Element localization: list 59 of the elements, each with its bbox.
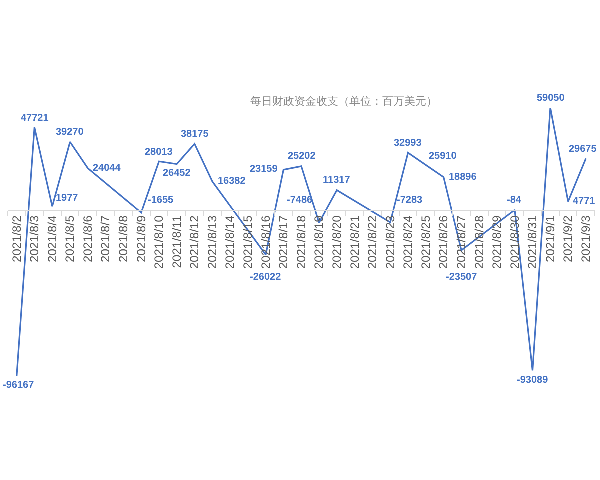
x-tick-label: 2021/8/24 bbox=[401, 215, 416, 270]
x-tick-label: 2021/8/14 bbox=[223, 215, 238, 270]
x-tick-label: 2021/8/16 bbox=[258, 215, 273, 270]
x-tick-label: 2021/9/1 bbox=[543, 215, 558, 262]
data-label: 1977 bbox=[56, 193, 79, 204]
data-label: 38175 bbox=[181, 129, 210, 140]
x-tick-label: 2021/8/6 bbox=[80, 215, 95, 262]
data-label: -7486 bbox=[287, 195, 314, 206]
x-tick-label: 2021/8/29 bbox=[490, 215, 504, 270]
data-label: -26022 bbox=[250, 272, 282, 283]
data-label: 11317 bbox=[323, 175, 351, 186]
data-label: 47721 bbox=[21, 113, 50, 124]
x-tick-label: 2021/8/15 bbox=[241, 215, 256, 270]
x-tick-label: 2021/8/10 bbox=[152, 215, 166, 270]
x-tick-label: 2021/8/18 bbox=[294, 215, 308, 270]
data-label: 4771 bbox=[573, 196, 596, 207]
x-tick-label: 2021/9/2 bbox=[561, 215, 576, 262]
data-label: -96167 bbox=[3, 380, 35, 391]
x-tick-label: 2021/8/23 bbox=[383, 215, 398, 270]
data-label: -93089 bbox=[517, 375, 549, 386]
x-tick-label: 2021/8/27 bbox=[454, 215, 468, 270]
data-label: -1655 bbox=[148, 195, 174, 206]
data-label: 26452 bbox=[163, 168, 192, 179]
data-label: 32993 bbox=[394, 138, 422, 149]
x-tick-label: 2021/9/3 bbox=[579, 215, 594, 262]
data-label: 39270 bbox=[56, 127, 84, 138]
chart-title: 每日财政资金收支（单位：百万美元） bbox=[250, 94, 438, 108]
x-tick-label: 2021/8/13 bbox=[205, 215, 220, 270]
x-tick-label: 2021/8/2 bbox=[10, 215, 24, 262]
data-label: -7283 bbox=[397, 195, 424, 206]
x-tick-label: 2021/8/7 bbox=[98, 215, 113, 262]
x-tick-label: 2021/8/5 bbox=[63, 215, 78, 262]
x-tick-label: 2021/8/20 bbox=[330, 215, 344, 270]
data-label: 18896 bbox=[449, 172, 478, 183]
data-label: 25910 bbox=[429, 151, 458, 162]
x-tick-label: 2021/8/30 bbox=[508, 215, 522, 270]
x-tick-label: 2021/8/8 bbox=[116, 215, 131, 262]
x-tick-label: 2021/8/25 bbox=[418, 215, 433, 270]
x-tick-label: 2021/8/22 bbox=[366, 215, 380, 270]
x-tick-label: 2021/8/21 bbox=[348, 215, 362, 270]
data-label: 29675 bbox=[569, 144, 598, 155]
x-tick-label: 2021/8/26 bbox=[436, 215, 451, 270]
data-label: -23507 bbox=[446, 272, 478, 283]
x-tick-label: 2021/8/19 bbox=[312, 215, 326, 270]
x-tick-label: 2021/8/4 bbox=[45, 215, 60, 262]
data-label: 25202 bbox=[288, 151, 316, 162]
x-tick-label: 2021/8/3 bbox=[28, 215, 42, 262]
x-tick-label: 2021/8/12 bbox=[188, 215, 202, 270]
x-tick-label: 2021/8/28 bbox=[472, 215, 486, 270]
data-label: 28013 bbox=[145, 147, 174, 158]
x-tick-label: 2021/8/11 bbox=[170, 215, 184, 268]
x-tick-label: 2021/8/31 bbox=[526, 215, 540, 270]
data-label: 59050 bbox=[537, 93, 566, 104]
data-label: -84 bbox=[507, 195, 522, 206]
x-tick-label: 2021/8/9 bbox=[134, 215, 148, 262]
x-tick-label: 2021/8/17 bbox=[276, 215, 291, 270]
data-label: 24044 bbox=[93, 163, 122, 174]
data-label: 23159 bbox=[250, 164, 278, 175]
data-label: 16382 bbox=[218, 176, 246, 187]
